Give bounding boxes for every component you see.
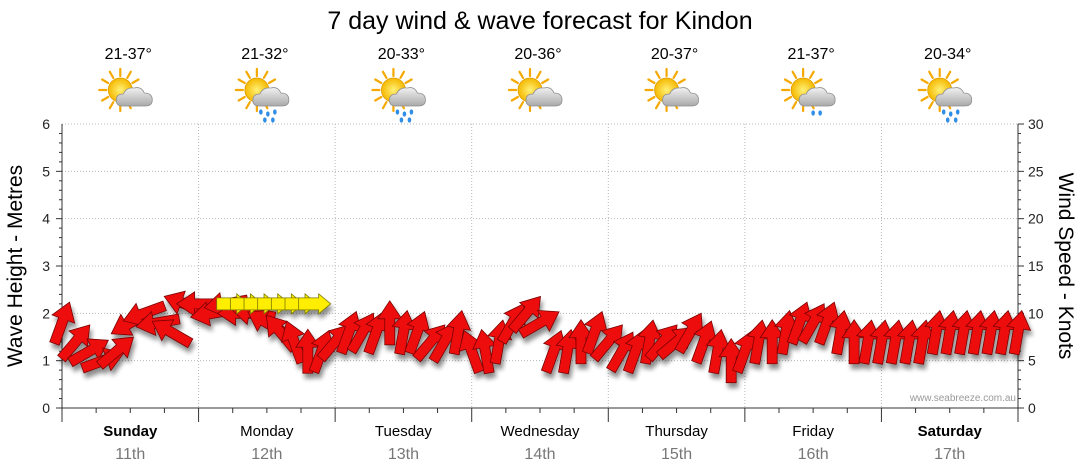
temperature-range: 21-32°	[241, 46, 288, 63]
wind-arrow	[705, 328, 731, 375]
day-name-label: Friday	[792, 423, 834, 440]
right-tick-label: 5	[1028, 353, 1036, 369]
wind-arrow	[298, 293, 332, 315]
wind-arrow	[49, 301, 76, 346]
day-name-label: Sunday	[103, 423, 158, 440]
left-tick-label: 4	[42, 211, 50, 227]
right-tick-label: 15	[1028, 258, 1044, 274]
sun-cloud-rain-icon	[234, 67, 290, 123]
temperature-range: 21-37°	[105, 46, 152, 63]
wind-arrow	[718, 337, 744, 384]
day-date-label: 11th	[115, 446, 145, 463]
left-tick-label: 1	[42, 353, 50, 369]
left-tick-label: 3	[42, 258, 50, 274]
wind-arrow	[910, 319, 936, 365]
wind-arrow	[589, 324, 623, 363]
wind-arrow	[404, 310, 431, 356]
temperature-range: 20-33°	[378, 46, 425, 63]
wind-arrow	[1006, 309, 1032, 356]
day-date-label: 17th	[934, 446, 965, 463]
right-tick-label: 25	[1028, 163, 1044, 179]
sun-cloud-icon	[98, 67, 153, 113]
temperature-range: 20-37°	[651, 46, 698, 63]
left-axis-title: Wave Height - Metres	[4, 165, 27, 367]
wind-arrow	[568, 319, 594, 365]
weather-row: 21-37° 21-32° 20-33° 20-36° 20-37° 21-37° 20-3…	[98, 46, 973, 123]
sun-cloud-icon	[507, 67, 563, 113]
day-date-label: 12th	[251, 446, 282, 463]
sun-cloud-rain-icon	[371, 67, 426, 123]
sun-cloud-drizzle-icon	[781, 67, 836, 116]
wind-arrow	[95, 336, 135, 370]
sun-cloud-rain-icon	[917, 67, 973, 123]
wind-arrow	[555, 328, 581, 375]
day-date-label: 16th	[798, 446, 829, 463]
day-name-label: Wednesday	[501, 423, 580, 440]
wind-arrow	[828, 309, 854, 356]
credit-text: www.seabreeze.com.au	[909, 393, 1016, 404]
left-tick-label: 0	[42, 400, 50, 416]
wind-arrow	[581, 310, 608, 356]
left-tick-label: 5	[42, 163, 50, 179]
wind-arrow	[773, 309, 800, 356]
sun-cloud-icon	[644, 67, 699, 113]
right-tick-label: 20	[1028, 211, 1044, 227]
wind-arrow	[377, 300, 403, 346]
left-tick-label: 2	[42, 305, 50, 321]
day-date-label: 14th	[524, 446, 555, 463]
day-name-label: Tuesday	[375, 423, 432, 440]
chart-title: 7 day wind & wave forecast for Kindon	[327, 7, 752, 35]
day-labels: Sunday 11th Monday 12th Tuesday 13th Wednesday…	[103, 423, 982, 463]
wind-arrow	[759, 319, 785, 365]
day-name-label: Monday	[240, 423, 294, 440]
right-tick-label: 10	[1028, 305, 1044, 321]
wind-arrow	[674, 312, 704, 355]
day-name-label: Saturday	[918, 423, 983, 440]
axes: 0 1 2 3 4 5 6 0 5 10 15 20 25 30	[42, 116, 1044, 422]
day-date-label: 13th	[388, 446, 419, 463]
wind-arrow	[151, 319, 194, 349]
wind-arrow	[691, 320, 718, 365]
right-tick-label: 0	[1028, 400, 1036, 416]
wind-arrow	[814, 301, 841, 346]
day-name-label: Thursday	[645, 423, 708, 440]
temperature-range: 21-37°	[787, 46, 834, 63]
temperature-range: 20-36°	[514, 46, 561, 63]
wind-arrows	[49, 290, 1032, 384]
temperature-range: 20-34°	[924, 46, 971, 63]
right-axis-title: Wind Speed - Knots	[1054, 173, 1077, 360]
wind-arrow	[517, 309, 560, 339]
grid	[62, 123, 1018, 408]
wind-arrow	[841, 319, 867, 365]
right-tick-label: 30	[1028, 116, 1044, 132]
left-tick-label: 6	[42, 116, 50, 132]
day-date-label: 15th	[661, 446, 692, 463]
